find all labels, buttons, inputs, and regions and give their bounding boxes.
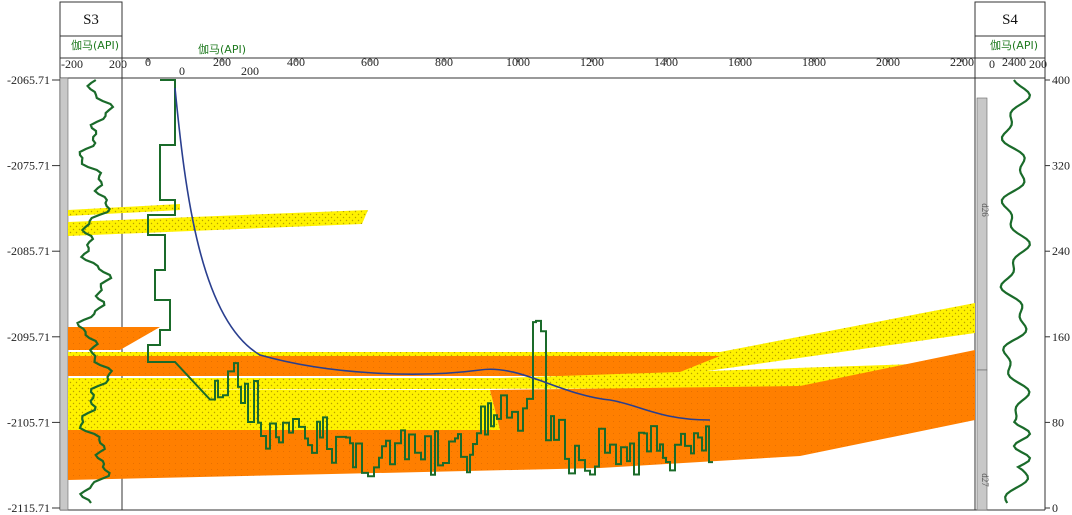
right-well-scale-max: 200 (1029, 57, 1047, 71)
yellow-sand-lower (68, 362, 975, 390)
left-well-scale-max: 200 (109, 57, 127, 71)
right-well-track-upper (976, 97, 988, 371)
zone-label-d26: d26 (980, 203, 990, 217)
yellow-sand-base (68, 390, 500, 430)
orange-sand-left (68, 327, 160, 350)
right-axis-tick-label: 400 (1052, 73, 1070, 87)
right-axis-tick-label: 320 (1052, 159, 1070, 173)
yellow-sand-lens-top (68, 204, 180, 216)
right-well-header-box (974, 1, 1046, 37)
left-depth-tick-label: -2085.71 (7, 244, 50, 258)
left-well-gamma-curve (76, 79, 115, 504)
main-curve-title: 伽马(API) (198, 42, 246, 56)
right-well-name: S4 (1002, 12, 1018, 28)
right-axis: 400 320 240 160 80 0 (1045, 73, 1070, 515)
yellow-sand-lens-2 (68, 210, 368, 236)
left-well-name: S3 (83, 12, 99, 28)
right-well-curve-title: 伽马(API) (990, 38, 1038, 52)
right-well-scale-min: 0 (989, 57, 995, 71)
right-axis-tick-label: 80 (1052, 415, 1064, 429)
orange-sand-main (68, 350, 975, 480)
left-depth-track (59, 77, 69, 511)
horizontal-well-gamma-curve (147, 79, 713, 478)
right-axis-tick-label: 0 (1052, 501, 1058, 515)
orange-sand-mid (68, 356, 720, 376)
left-depth-axis: -2065.71 -2075.71 -2085.71 -2095.71 -2105.71… (7, 73, 60, 515)
left-depth-tick-label: -2115.71 (7, 501, 50, 515)
right-well-track-lower (976, 369, 988, 511)
right-well-gamma-curve (999, 79, 1032, 504)
left-well-header-box (59, 1, 123, 37)
left-depth-tick-label: -2095.71 (7, 330, 50, 344)
left-well-scale-min: -200 (61, 57, 83, 71)
yellow-sand-upper-wide (68, 303, 975, 372)
left-depth-tick-label: -2075.71 (7, 159, 50, 173)
left-depth-tick-label: -2065.71 (7, 73, 50, 87)
main-gamma-scale-max: 200 (241, 64, 259, 78)
main-gamma-scale-min: 0 (179, 64, 185, 78)
right-well-scale-extra: 2400 (1002, 55, 1026, 69)
left-depth-tick-label: -2105.71 (7, 415, 50, 429)
gamma-curves (76, 79, 1032, 504)
zone-label-d27: d27 (980, 473, 990, 487)
top-axis-ticks: 0200400600800100012001400160018002000220… (145, 55, 974, 69)
left-well-curve-title: 伽马(API) (71, 38, 119, 52)
sand-bodies (68, 204, 975, 480)
right-axis-tick-label: 160 (1052, 330, 1070, 344)
right-axis-tick-label: 240 (1052, 244, 1070, 258)
well-trajectory-curve (174, 87, 711, 421)
